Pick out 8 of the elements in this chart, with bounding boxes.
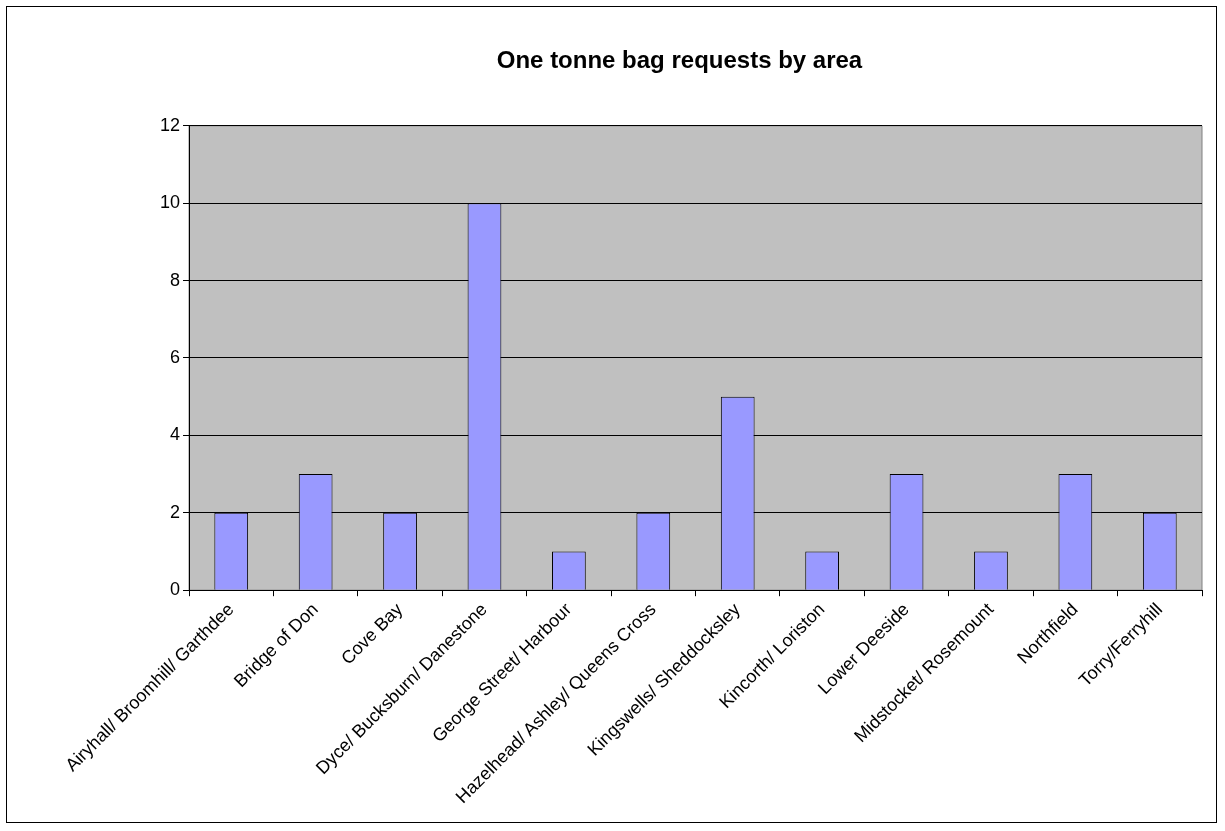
- y-tick-label: 6: [170, 346, 181, 367]
- y-tick-label: 10: [159, 192, 181, 213]
- y-tick-label: 12: [159, 114, 181, 135]
- y-tick-label: 2: [170, 501, 181, 522]
- chart-title: One tonne bag requests by area: [496, 46, 863, 74]
- y-tick-label: 8: [170, 269, 181, 290]
- y-tick-label: 0: [170, 579, 181, 600]
- y-tick-label: 4: [170, 424, 181, 445]
